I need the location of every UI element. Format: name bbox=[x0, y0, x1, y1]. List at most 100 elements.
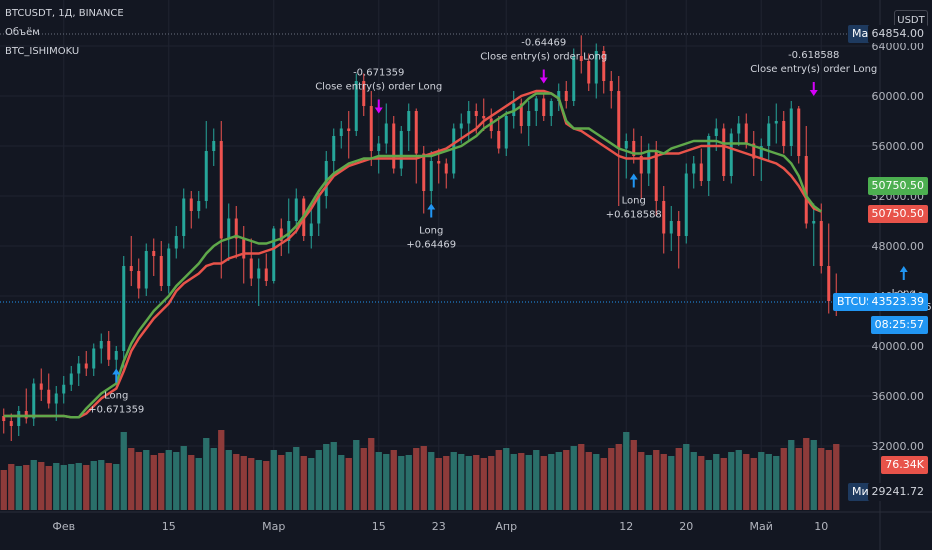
volume-bar bbox=[120, 432, 127, 510]
candle-body bbox=[317, 196, 321, 224]
volume-bar bbox=[713, 454, 720, 510]
volume-bar bbox=[728, 452, 735, 510]
y-tick-label: 64000.00 bbox=[872, 40, 925, 53]
volume-bar bbox=[75, 463, 82, 510]
candle-body bbox=[227, 218, 231, 239]
volume-bar bbox=[263, 461, 270, 510]
candle-body bbox=[737, 123, 741, 134]
candle-body bbox=[654, 151, 658, 201]
volume-bar bbox=[698, 456, 705, 510]
candle-body bbox=[722, 128, 726, 176]
candle-body bbox=[729, 133, 733, 176]
x-tick-label: 23 bbox=[432, 520, 446, 533]
candles bbox=[2, 35, 838, 441]
candle-body bbox=[189, 198, 193, 211]
candle-body bbox=[549, 101, 553, 116]
candle-body bbox=[294, 198, 298, 221]
candle-body bbox=[347, 128, 351, 131]
y-tick-label: 48000.00 bbox=[872, 240, 925, 253]
volume-bar bbox=[465, 456, 472, 510]
volume-bar bbox=[450, 452, 457, 510]
volume-bar bbox=[225, 450, 232, 510]
candle-body bbox=[9, 421, 13, 426]
candle-body bbox=[804, 156, 808, 224]
candle-body bbox=[467, 111, 471, 124]
volume-bar bbox=[315, 450, 322, 510]
x-tick-label: 15 bbox=[162, 520, 176, 533]
volume-bar bbox=[518, 453, 525, 510]
candle-body bbox=[144, 251, 148, 289]
candle-body bbox=[152, 251, 156, 256]
volume-bar bbox=[443, 456, 450, 510]
volume-bar bbox=[60, 465, 67, 510]
candle-body bbox=[752, 143, 756, 159]
volume-bar bbox=[240, 456, 247, 510]
candle-body bbox=[632, 141, 636, 156]
candle-body bbox=[377, 143, 381, 151]
volume-bar bbox=[780, 448, 787, 510]
candle-body bbox=[669, 221, 673, 234]
y-tick-label: 32000.00 bbox=[872, 440, 925, 453]
volume-bar bbox=[128, 448, 135, 510]
volume-bar bbox=[435, 458, 442, 510]
volume-bar bbox=[68, 464, 75, 510]
long-arrow-icon bbox=[899, 266, 908, 280]
volume-bar bbox=[233, 454, 240, 510]
symbol-title[interactable]: BTCUSDT, 1Д, BINANCE bbox=[5, 8, 124, 19]
min-price-tag: 29241.72 bbox=[867, 483, 928, 501]
volume-bar bbox=[555, 452, 562, 510]
candle-body bbox=[54, 393, 58, 404]
green-line-tag: 50750.50 bbox=[867, 177, 928, 195]
candle-body bbox=[182, 198, 186, 236]
candle-body bbox=[159, 256, 163, 286]
volume-bar bbox=[413, 448, 420, 510]
close-arrow-icon bbox=[809, 82, 818, 96]
x-tick-label: 15 bbox=[372, 520, 386, 533]
x-tick-label: Фев bbox=[52, 520, 75, 533]
close-value: -0.618588 bbox=[788, 50, 839, 61]
y-tick-label: 36000.00 bbox=[872, 390, 925, 403]
volume-bar bbox=[180, 446, 187, 510]
volume-bar bbox=[255, 460, 262, 510]
grid-lines bbox=[0, 0, 880, 510]
long-value: +0.618588 bbox=[606, 210, 662, 221]
candle-body bbox=[264, 268, 268, 281]
volume-bar bbox=[533, 450, 540, 510]
volume-bar bbox=[330, 442, 337, 510]
volume-bar bbox=[510, 454, 517, 510]
volume-bar bbox=[270, 450, 277, 510]
volume-bar bbox=[668, 456, 675, 510]
volume-bar bbox=[420, 446, 427, 510]
long-value: +0.671359 bbox=[88, 405, 144, 416]
volume-bar bbox=[165, 450, 172, 510]
candle-body bbox=[504, 116, 508, 149]
volume-bar bbox=[30, 460, 37, 510]
volume-bar bbox=[548, 454, 555, 510]
candle-body bbox=[557, 91, 561, 101]
volume-bar bbox=[158, 453, 165, 510]
candle-body bbox=[272, 228, 276, 281]
volume-bar bbox=[690, 452, 697, 510]
candle-body bbox=[242, 238, 246, 259]
candle-body bbox=[594, 51, 598, 84]
candle-body bbox=[639, 156, 643, 174]
strategy-label[interactable]: BTC_ISHIMOKU bbox=[5, 46, 80, 57]
volume-bar bbox=[773, 456, 780, 510]
volume-bar bbox=[705, 460, 712, 510]
volume-bar bbox=[428, 452, 435, 510]
volume-indicator-label[interactable]: Объём bbox=[5, 27, 40, 38]
candle-body bbox=[257, 268, 261, 279]
volume-bar bbox=[45, 466, 52, 510]
volume-bar bbox=[113, 464, 120, 510]
candle-body bbox=[39, 383, 43, 390]
volume-bar bbox=[735, 450, 742, 510]
candle-body bbox=[819, 221, 823, 266]
volume-bar bbox=[248, 458, 255, 510]
volume-bar bbox=[203, 438, 210, 510]
candle-body bbox=[399, 131, 403, 169]
candle-body bbox=[714, 128, 718, 136]
candle-body bbox=[324, 161, 328, 196]
candle-body bbox=[339, 128, 343, 136]
